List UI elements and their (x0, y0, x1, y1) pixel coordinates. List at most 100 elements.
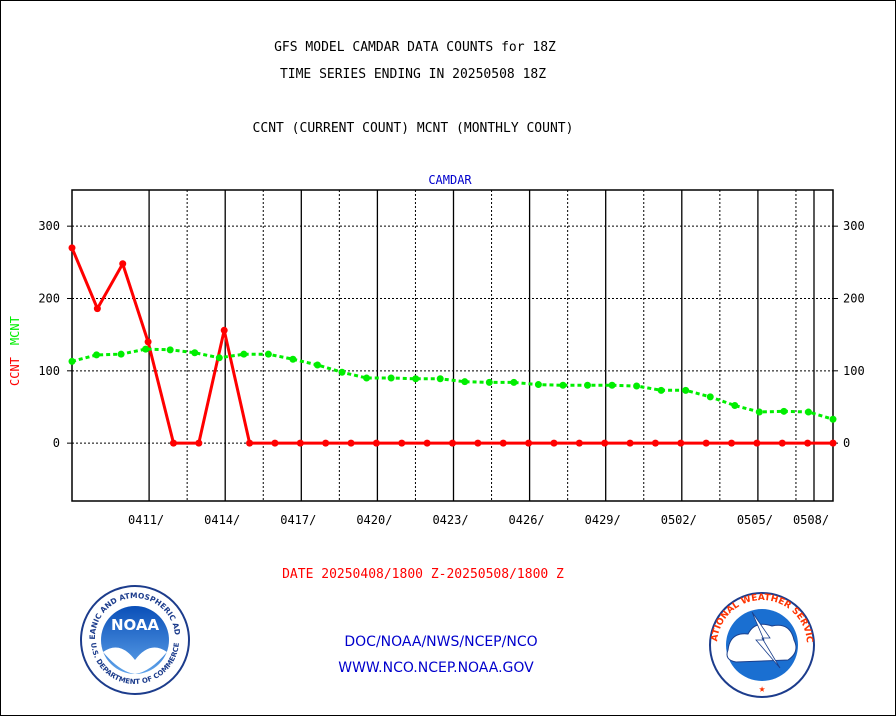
y-tick-label-right: 0 (843, 436, 850, 450)
data-point-ccnt (68, 244, 76, 252)
x-tick-label: 0417/ (280, 513, 316, 527)
data-point-ccnt (220, 326, 228, 334)
y-tick-label-left: 100 (38, 364, 60, 378)
data-point-ccnt (246, 439, 254, 447)
data-point-ccnt (271, 439, 279, 447)
footer-link-doc[interactable]: DOC/NOAA/NWS/NCEP/NCO (344, 634, 537, 650)
data-point-mcnt (829, 415, 837, 423)
y-tick-label-left: 200 (38, 291, 60, 305)
data-point-ccnt (347, 439, 355, 447)
y-tick-label-left: 300 (38, 219, 60, 233)
chart-title-line-2: TIME SERIES ENDING IN 20250508 18Z (280, 67, 546, 82)
data-point-mcnt (682, 386, 690, 394)
noaa-logo-text: NOAA (111, 616, 160, 634)
y-tick-label-right: 200 (843, 291, 865, 305)
y-tick-label-right: 300 (843, 219, 865, 233)
data-point-mcnt (461, 378, 469, 386)
nws-ring-text: NATIONAL WEATHER SERVICE (0, 0, 814, 644)
x-tick-label: 0414/ (204, 513, 240, 527)
x-tick-label: 0426/ (509, 513, 545, 527)
data-point-mcnt (804, 408, 812, 416)
data-point-ccnt (169, 439, 177, 447)
data-point-mcnt (559, 381, 567, 389)
star-icon: ★ (759, 682, 766, 695)
plot-area (71, 189, 834, 502)
data-point-ccnt (550, 439, 558, 447)
data-point-ccnt (601, 439, 609, 447)
data-point-mcnt (166, 346, 174, 354)
data-point-ccnt (677, 439, 685, 447)
x-tick-label: 0423/ (432, 513, 468, 527)
lightning-icon (751, 611, 781, 669)
data-point-ccnt (449, 439, 456, 447)
data-point-mcnt (755, 408, 763, 416)
data-point-mcnt (289, 355, 297, 363)
data-point-mcnt (657, 386, 665, 394)
y-axis-right: 0 100 200 300 (833, 219, 865, 450)
x-tick-label: 0505/ (737, 513, 773, 527)
data-point-ccnt (651, 439, 659, 447)
y-tick-label-left: 0 (53, 436, 60, 450)
chart-subtitle: CCNT (CURRENT COUNT) MCNT (MONTHLY COUNT… (253, 121, 574, 136)
data-point-mcnt (436, 375, 444, 383)
x-axis: 0411/0414/0417/0420/0423/0426/0429/0502/… (128, 513, 829, 527)
data-point-mcnt (485, 378, 493, 386)
data-point-ccnt (525, 439, 533, 447)
data-point-mcnt (68, 357, 76, 365)
data-point-ccnt (575, 439, 583, 447)
data-point-mcnt (387, 374, 395, 382)
y-axis-label: CCNT MCNT (8, 316, 22, 386)
data-point-mcnt (191, 349, 199, 357)
data-point-mcnt (93, 351, 101, 359)
data-point-mcnt (313, 361, 321, 369)
data-point-mcnt (240, 350, 248, 358)
data-point-mcnt (215, 354, 223, 362)
data-point-ccnt (423, 439, 431, 447)
data-point-mcnt (142, 345, 150, 353)
data-point-mcnt (534, 381, 542, 389)
x-tick-label: 0411/ (128, 513, 164, 527)
x-tick-label: 0429/ (585, 513, 621, 527)
x-tick-label: 0508/ (793, 513, 829, 527)
footer-link-website[interactable]: WWW.NCO.NCEP.NOAA.GOV (338, 660, 534, 676)
data-point-mcnt (510, 378, 518, 386)
data-point-mcnt (608, 381, 616, 389)
vertical-gridlines (148, 190, 815, 501)
data-point-ccnt (144, 338, 152, 346)
y-tick-label-right: 100 (843, 364, 865, 378)
data-point-ccnt (728, 439, 736, 447)
series-line-mcnt (71, 347, 834, 421)
data-point-ccnt (829, 439, 837, 447)
data-point-mcnt (264, 350, 272, 358)
noaa-ring-text: NATIONAL OCEANIC AND ATMOSPHERIC ADMINIS… (0, 0, 182, 640)
noaa-bird-icon (103, 647, 167, 674)
data-point-mcnt (731, 402, 739, 410)
series-line-ccnt (70, 247, 833, 445)
svg-text:NATIONAL OCEANIC AND ATMOSPHER: NATIONAL OCEANIC AND ATMOSPHERIC ADMINIS… (0, 0, 182, 640)
data-point-mcnt (780, 407, 788, 415)
series-layer (68, 244, 837, 447)
data-point-mcnt (412, 375, 420, 383)
horizontal-gridlines (72, 225, 833, 444)
x-axis-label: DATE 20250408/1800 Z-20250508/1800 Z (282, 567, 564, 582)
y-axis-label-ccnt: CCNT (8, 357, 22, 386)
x-tick-label: 0420/ (356, 513, 392, 527)
chart-title-line-1: GFS MODEL CAMDAR DATA COUNTS for 18Z (274, 40, 556, 55)
panel-label: CAMDAR (428, 173, 472, 187)
data-point-ccnt (702, 439, 710, 447)
data-point-ccnt (778, 439, 786, 447)
data-point-ccnt (119, 260, 127, 268)
data-point-mcnt (633, 382, 641, 390)
noaa-logo: NATIONAL OCEANIC AND ATMOSPHERIC ADMINIS… (0, 0, 190, 695)
data-point-ccnt (474, 439, 482, 447)
data-point-ccnt (398, 439, 406, 447)
data-point-ccnt (804, 439, 812, 447)
data-point-ccnt (322, 439, 330, 447)
y-axis-label-mcnt: MCNT (8, 316, 22, 345)
data-point-mcnt (117, 350, 125, 358)
data-point-ccnt (626, 439, 634, 447)
data-point-ccnt (753, 439, 761, 447)
data-point-ccnt (499, 439, 507, 447)
data-point-ccnt (372, 439, 380, 447)
